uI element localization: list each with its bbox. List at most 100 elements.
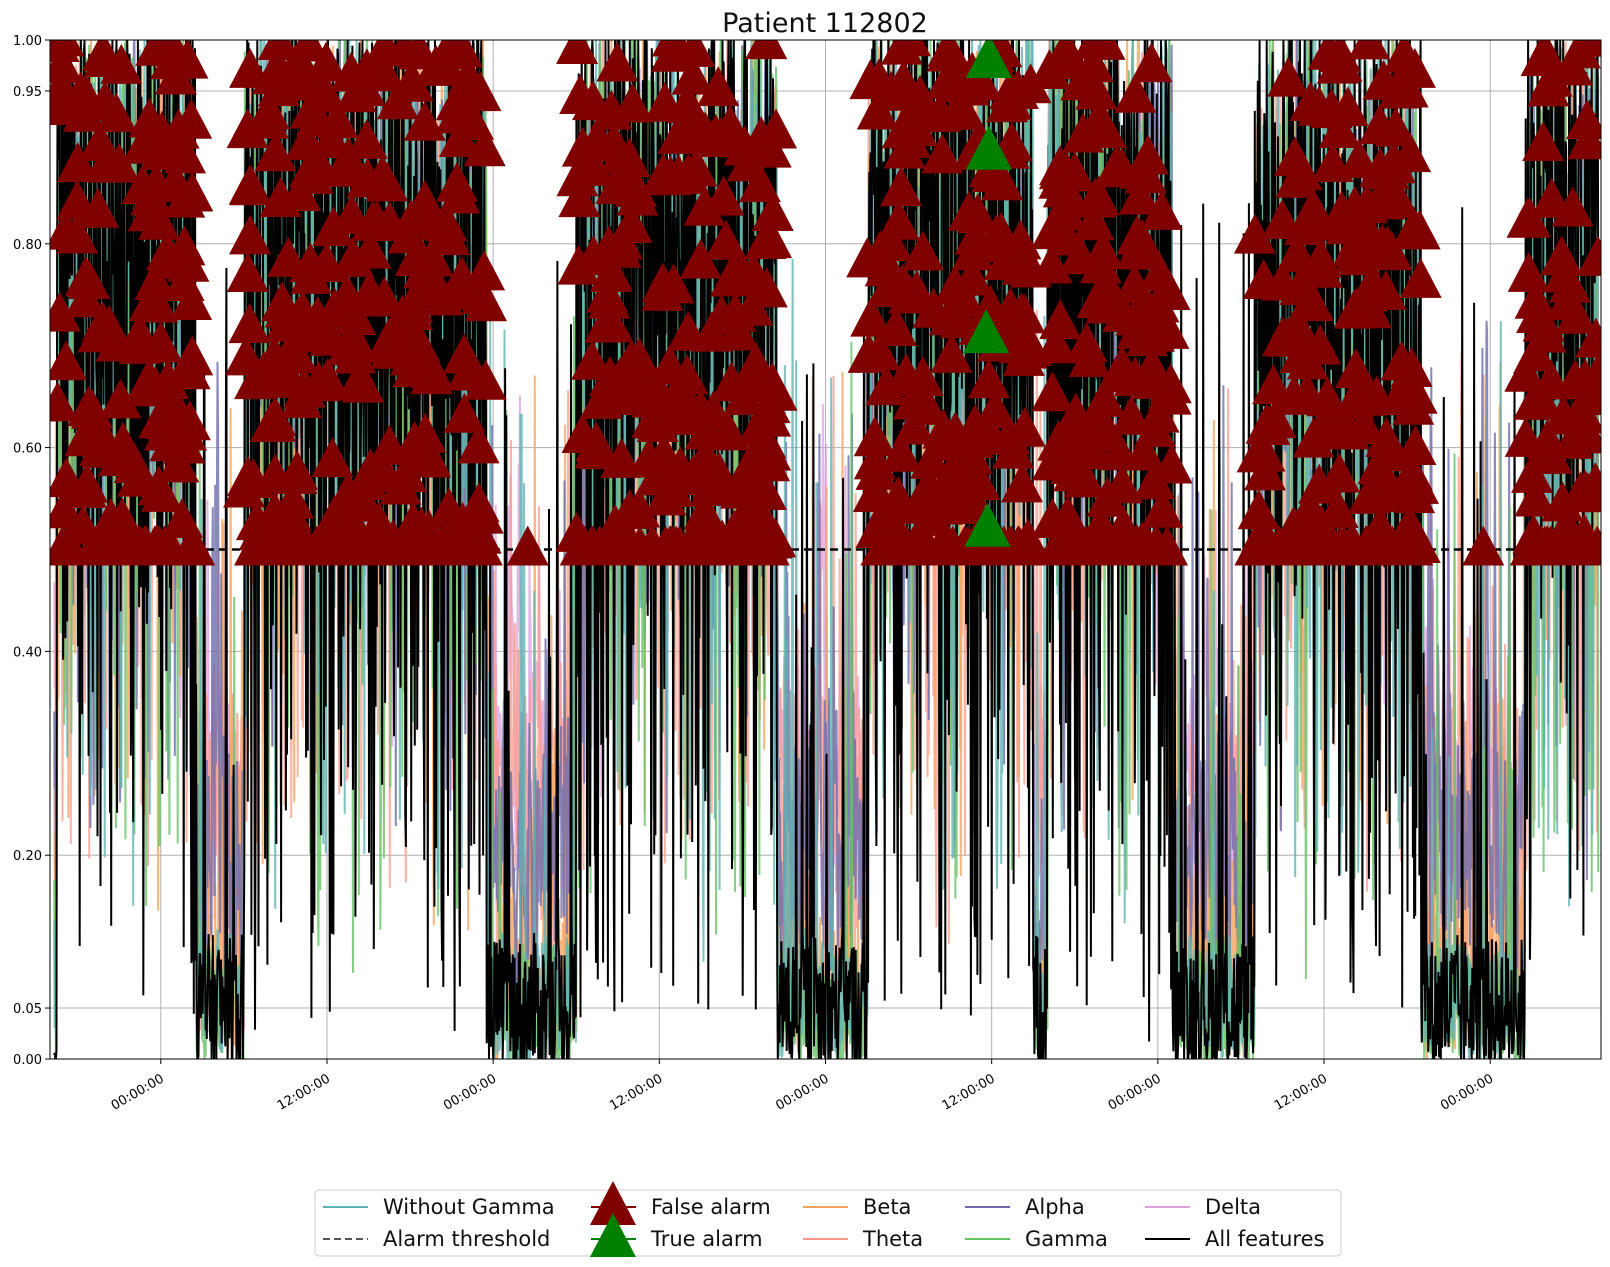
legend-item-without-gamma: Without Gamma bbox=[323, 1195, 555, 1219]
false-alarm-marker-344 bbox=[269, 357, 312, 398]
false-alarm-marker-89 bbox=[138, 398, 181, 439]
false-alarm-marker-314 bbox=[247, 89, 290, 130]
false-alarm-marker-28 bbox=[64, 256, 107, 297]
false-alarm-marker-780 bbox=[1141, 487, 1184, 528]
false-alarm-marker-1044 bbox=[1249, 525, 1292, 566]
y-tick-label-0: 0.00 bbox=[13, 1053, 42, 1068]
false-alarm-marker-571 bbox=[575, 421, 618, 462]
false-alarm-marker-586 bbox=[666, 354, 709, 395]
false-alarm-marker-511 bbox=[734, 341, 777, 382]
false-alarm-marker-94 bbox=[171, 335, 214, 376]
false-alarm-marker-843 bbox=[1075, 69, 1118, 110]
false-alarm-marker-1028 bbox=[1390, 450, 1433, 491]
false-alarm-marker-816 bbox=[1044, 40, 1087, 68]
false-alarm-marker-1005 bbox=[1385, 372, 1428, 413]
false-alarm-marker-974 bbox=[1261, 199, 1304, 240]
false-alarm-marker-274 bbox=[443, 392, 486, 433]
false-alarm-marker-732 bbox=[858, 330, 901, 371]
false-alarm-marker-718 bbox=[856, 89, 899, 130]
false-alarm-marker-551 bbox=[749, 430, 792, 471]
false-alarm-marker-684 bbox=[921, 133, 964, 174]
false-alarm-marker-802 bbox=[1133, 459, 1176, 500]
y-tick-label-7: 1.00 bbox=[13, 34, 42, 49]
false-alarm-marker-697 bbox=[920, 420, 963, 461]
true-alarm-marker-2 bbox=[963, 309, 1010, 354]
false-alarm-marker-563 bbox=[702, 175, 745, 216]
false-alarm-marker-561 bbox=[709, 104, 752, 145]
false-alarm-marker-1123 bbox=[1577, 352, 1601, 393]
false-alarm-marker-86 bbox=[150, 40, 193, 80]
x-tick-label-3: 12:00:00 bbox=[607, 1071, 665, 1113]
false-alarm-marker-375 bbox=[441, 40, 484, 68]
false-alarm-marker-1040 bbox=[1325, 204, 1368, 245]
false-alarm-marker-104 bbox=[64, 74, 107, 115]
x-tick-label-6: 00:00:00 bbox=[1106, 1071, 1164, 1113]
false-alarm-marker-70 bbox=[83, 40, 126, 77]
false-alarm-marker-111 bbox=[127, 191, 170, 232]
false-alarm-marker-1130 bbox=[1113, 525, 1156, 566]
false-alarm-marker-550 bbox=[610, 203, 653, 244]
false-alarm-marker-72 bbox=[128, 97, 171, 138]
false-alarm-marker-384 bbox=[305, 241, 348, 282]
false-alarm-marker-136 bbox=[113, 525, 156, 566]
false-alarm-marker-656 bbox=[875, 306, 918, 347]
false-alarm-marker-302 bbox=[363, 51, 406, 92]
false-alarm-marker-692 bbox=[901, 230, 944, 271]
false-alarm-marker-1124 bbox=[1529, 525, 1572, 566]
false-alarm-marker-312 bbox=[327, 471, 370, 512]
false-alarm-marker-704 bbox=[956, 193, 999, 234]
false-alarm-marker-325 bbox=[414, 44, 457, 85]
false-alarm-marker-555 bbox=[731, 512, 774, 553]
false-alarm-marker-569 bbox=[586, 272, 629, 313]
false-alarm-marker-231 bbox=[267, 236, 310, 277]
false-alarm-marker-562 bbox=[556, 156, 599, 197]
false-alarm-marker-124 bbox=[74, 525, 117, 566]
false-alarm-marker-1084 bbox=[1548, 262, 1591, 303]
legend-item-gamma: Gamma bbox=[965, 1227, 1108, 1251]
legend-label: False alarm bbox=[651, 1195, 771, 1219]
false-alarm-marker-1009 bbox=[1318, 108, 1361, 149]
false-alarm-marker-1049 bbox=[1298, 85, 1341, 126]
false-alarm-marker-534 bbox=[712, 252, 755, 293]
false-alarm-marker-723 bbox=[864, 246, 907, 287]
false-alarm-marker-1038 bbox=[1274, 312, 1317, 353]
false-alarm-marker-856 bbox=[1076, 278, 1119, 319]
false-alarm-marker-63 bbox=[50, 340, 88, 381]
legend: Without Gamma Alarm threshold False alarm T… bbox=[314, 1181, 1342, 1257]
false-alarm-marker-1024 bbox=[1338, 235, 1381, 276]
false-alarm-marker-869 bbox=[1053, 151, 1096, 192]
false-alarm-marker-744 bbox=[902, 525, 945, 566]
false-alarm-marker-1121 bbox=[1523, 40, 1566, 71]
false-alarm-marker-941 bbox=[1361, 223, 1404, 264]
false-alarm-marker-379 bbox=[410, 354, 453, 395]
false-alarm-marker-849 bbox=[1053, 451, 1096, 492]
false-alarm-marker-540 bbox=[644, 475, 687, 516]
false-alarm-marker-971 bbox=[1252, 364, 1295, 405]
legend-label: Without Gamma bbox=[383, 1195, 555, 1219]
legend-item-true-alarm: True alarm bbox=[590, 1213, 763, 1257]
legend-label: Alpha bbox=[1025, 1195, 1085, 1219]
false-alarm-marker-570 bbox=[755, 108, 798, 149]
false-alarm-marker-185 bbox=[457, 423, 500, 464]
false-alarm-marker-876 bbox=[1137, 392, 1180, 433]
false-alarm-marker-546 bbox=[744, 219, 787, 260]
false-alarm-marker-1017 bbox=[1332, 379, 1375, 420]
false-alarm-marker-873 bbox=[1126, 315, 1169, 356]
false-alarm-marker-80 bbox=[78, 120, 121, 161]
legend-item-delta: Delta bbox=[1145, 1195, 1261, 1219]
false-alarm-marker-827 bbox=[1116, 214, 1159, 255]
false-alarm-marker-817 bbox=[1046, 495, 1089, 536]
false-alarm-marker-279 bbox=[275, 453, 318, 494]
y-tick-label-1: 0.05 bbox=[13, 1002, 42, 1017]
y-tick-label-5: 0.80 bbox=[13, 238, 42, 253]
false-alarm-marker-587 bbox=[667, 310, 710, 351]
false-alarm-marker-135 bbox=[50, 381, 79, 422]
false-alarm-marker-139 bbox=[148, 525, 191, 566]
false-alarm-marker-837 bbox=[1072, 200, 1115, 241]
false-alarm-marker-1126 bbox=[1541, 481, 1584, 522]
false-alarm-marker-743 bbox=[883, 128, 926, 169]
false-alarm-marker-858 bbox=[1039, 299, 1082, 340]
false-alarm-marker-52 bbox=[134, 260, 177, 301]
false-alarm-marker-691 bbox=[986, 82, 1029, 123]
false-alarm-marker-1030 bbox=[1383, 40, 1426, 73]
